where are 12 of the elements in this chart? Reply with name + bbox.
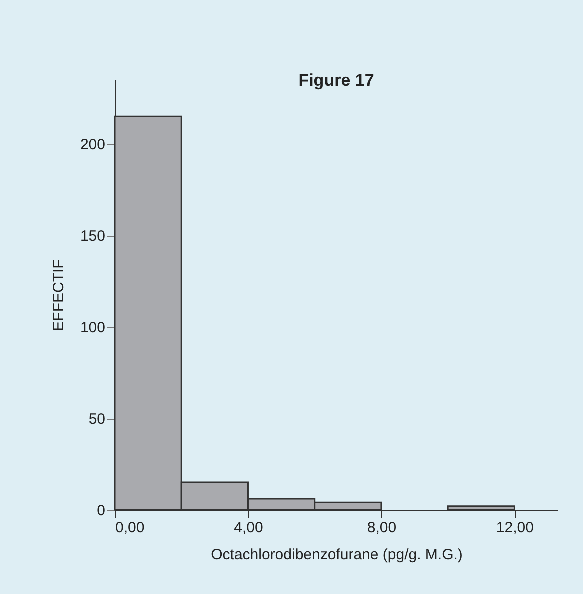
x-axis-title: Octachlorodibenzofurane (pg/g. M.G.) <box>211 546 463 564</box>
chart-title: Figure 17 <box>298 71 374 90</box>
x-tick-label: 0,00 <box>116 520 145 536</box>
x-tick-label: 12,00 <box>496 520 534 536</box>
y-tick-label: 100 <box>80 320 106 337</box>
y-tick-label: 50 <box>88 411 106 428</box>
x-tick-label: 8,00 <box>367 520 397 536</box>
x-tick-label: 4,00 <box>234 520 264 536</box>
y-tick-label: 200 <box>80 136 106 154</box>
y-axis-title: EFFECTIF <box>50 260 68 332</box>
y-tick-label: 0 <box>97 502 106 520</box>
y-tick-label: 150 <box>80 228 106 246</box>
